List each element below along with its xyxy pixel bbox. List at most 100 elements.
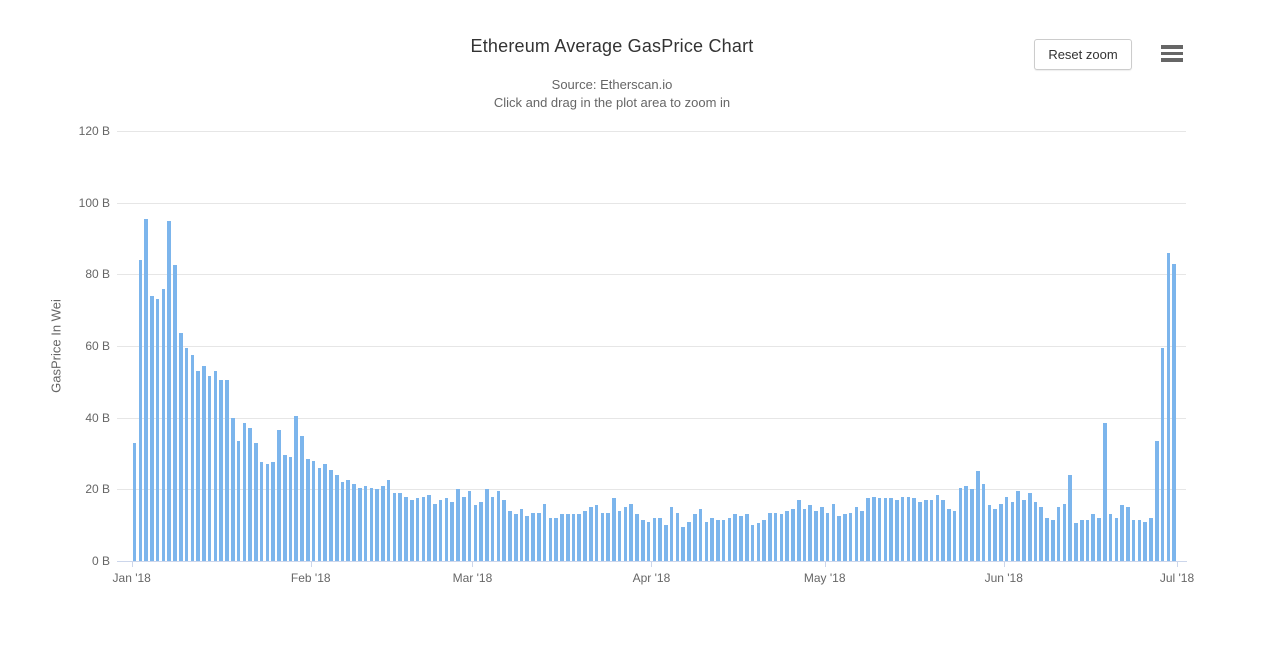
bar-day-81[interactable]: [594, 505, 599, 561]
bar-day-100[interactable]: [704, 521, 709, 561]
bar-day-160[interactable]: [1051, 519, 1055, 561]
bar-day-96[interactable]: [681, 526, 686, 561]
bar-day-6[interactable]: [161, 288, 166, 561]
bar-day-148[interactable]: [981, 483, 986, 561]
bar-day-5[interactable]: [155, 299, 160, 561]
bar-day-170[interactable]: [1108, 514, 1113, 561]
bar-day-40[interactable]: [358, 487, 362, 561]
bar-day-19[interactable]: [236, 440, 241, 561]
bar-day-9[interactable]: [178, 333, 183, 561]
bar-day-37[interactable]: [340, 482, 345, 561]
bar-day-139[interactable]: [929, 500, 934, 561]
bar-day-181[interactable]: [1172, 263, 1176, 561]
bar-day-21[interactable]: [248, 428, 252, 561]
bar-day-102[interactable]: [716, 519, 720, 561]
bar-day-12[interactable]: [196, 371, 200, 561]
bar-day-172[interactable]: [1120, 505, 1124, 561]
bar-day-141[interactable]: [941, 500, 945, 561]
bar-day-89[interactable]: [640, 519, 645, 561]
bar-day-151[interactable]: [999, 503, 1003, 561]
bar-day-90[interactable]: [646, 521, 651, 561]
bar-day-17[interactable]: [225, 380, 229, 561]
bar-day-167[interactable]: [1091, 514, 1096, 561]
hamburger-menu-icon[interactable]: [1161, 45, 1185, 65]
bar-day-42[interactable]: [369, 487, 374, 561]
bar-day-87[interactable]: [629, 503, 634, 561]
bar-day-85[interactable]: [617, 510, 622, 561]
bar-day-78[interactable]: [577, 514, 582, 561]
bar-day-31[interactable]: [306, 458, 310, 561]
bar-day-135[interactable]: [906, 496, 911, 561]
bar-day-143[interactable]: [952, 510, 957, 561]
bar-day-103[interactable]: [721, 519, 726, 561]
bar-day-120[interactable]: [820, 507, 824, 561]
bar-day-155[interactable]: [1022, 500, 1026, 561]
bar-day-122[interactable]: [831, 503, 836, 561]
bar-day-82[interactable]: [600, 512, 605, 561]
bar-day-88[interactable]: [635, 514, 639, 561]
bar-day-112[interactable]: [773, 512, 778, 561]
bar-day-157[interactable]: [1033, 501, 1038, 561]
bar-day-150[interactable]: [993, 509, 997, 561]
bar-day-4[interactable]: [150, 295, 154, 561]
bar-day-60[interactable]: [473, 505, 478, 561]
bar-day-55[interactable]: [444, 498, 449, 561]
bar-day-158[interactable]: [1039, 507, 1044, 561]
bar-day-154[interactable]: [1016, 491, 1020, 561]
bar-day-142[interactable]: [947, 509, 951, 561]
bar-day-173[interactable]: [1126, 507, 1130, 561]
bar-day-137[interactable]: [918, 501, 922, 561]
bar-day-99[interactable]: [698, 509, 703, 561]
bar-day-76[interactable]: [565, 514, 570, 561]
bar-day-164[interactable]: [1074, 523, 1078, 561]
bar-day-58[interactable]: [461, 496, 466, 561]
bar-day-147[interactable]: [975, 471, 980, 561]
bar-day-20[interactable]: [242, 423, 247, 561]
bar-day-15[interactable]: [213, 371, 218, 561]
bar-day-35[interactable]: [329, 469, 333, 561]
bar-day-118[interactable]: [808, 505, 813, 561]
bar-day-27[interactable]: [282, 455, 287, 561]
bar-day-54[interactable]: [438, 500, 443, 561]
bar-day-36[interactable]: [334, 475, 339, 561]
bar-day-14[interactable]: [207, 376, 212, 561]
bar-day-178[interactable]: [1154, 440, 1159, 561]
bar-day-1[interactable]: [132, 442, 137, 561]
bar-day-91[interactable]: [652, 518, 657, 561]
bar-day-123[interactable]: [837, 516, 841, 561]
bar-day-149[interactable]: [987, 505, 992, 561]
bar-day-165[interactable]: [1079, 519, 1084, 561]
bar-day-3[interactable]: [144, 218, 148, 561]
bar-day-95[interactable]: [675, 512, 680, 561]
bar-day-61[interactable]: [479, 501, 483, 561]
bar-day-131[interactable]: [883, 498, 888, 561]
bar-day-77[interactable]: [571, 514, 576, 561]
bar-day-52[interactable]: [427, 494, 431, 561]
bar-day-111[interactable]: [768, 512, 772, 561]
bar-day-63[interactable]: [490, 496, 495, 561]
bar-day-128[interactable]: [866, 498, 870, 561]
bar-day-73[interactable]: [548, 518, 553, 561]
bar-day-180[interactable]: [1166, 252, 1171, 561]
bar-day-22[interactable]: [254, 442, 258, 561]
bar-day-16[interactable]: [219, 380, 223, 561]
bar-day-46[interactable]: [392, 492, 397, 561]
bar-day-177[interactable]: [1149, 518, 1153, 561]
bar-day-72[interactable]: [542, 503, 547, 561]
bar-day-51[interactable]: [421, 496, 426, 561]
bar-day-32[interactable]: [311, 460, 316, 561]
bar-day-156[interactable]: [1027, 492, 1032, 561]
bar-day-62[interactable]: [485, 489, 489, 561]
bar-day-34[interactable]: [323, 464, 327, 561]
bar-day-105[interactable]: [733, 514, 737, 561]
bar-day-25[interactable]: [271, 462, 275, 561]
bar-day-28[interactable]: [288, 457, 293, 561]
bar-day-97[interactable]: [687, 521, 691, 561]
bar-day-64[interactable]: [496, 491, 501, 561]
bar-day-59[interactable]: [467, 491, 472, 561]
bar-day-70[interactable]: [531, 512, 535, 561]
bar-day-65[interactable]: [502, 500, 506, 561]
bar-day-48[interactable]: [404, 496, 408, 561]
bar-day-144[interactable]: [958, 487, 963, 561]
bar-day-53[interactable]: [433, 503, 437, 561]
